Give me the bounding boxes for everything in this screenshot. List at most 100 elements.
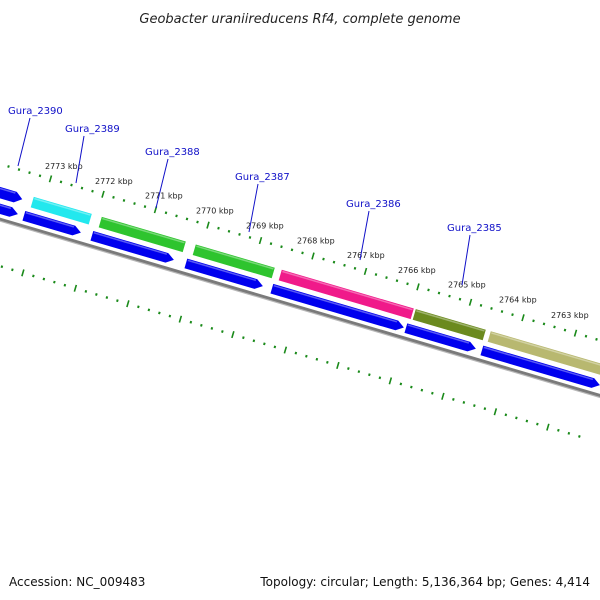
minor-tick [490, 307, 493, 310]
minor-tick [536, 422, 539, 426]
minor-tick [410, 385, 413, 389]
gene-label: Gura_2388 [145, 147, 200, 158]
major-tick [126, 300, 130, 308]
gene-leader-line [155, 158, 169, 209]
minor-tick [175, 214, 178, 218]
major-tick [363, 267, 368, 276]
major-tick [521, 314, 525, 322]
gene-gura-2386-highlight [282, 270, 413, 311]
kbp-label: 2773 kbp [45, 162, 83, 171]
minor-tick [95, 293, 98, 296]
inner-tick-ring [0, 265, 581, 438]
minor-tick [91, 189, 94, 193]
minor-tick [479, 303, 483, 307]
gene-gura-2385-highlight [416, 310, 485, 332]
major-tick [441, 392, 445, 400]
minor-tick [326, 360, 329, 364]
gene-leader-line [461, 234, 471, 286]
minor-tick [448, 294, 451, 298]
major-tick [283, 346, 288, 354]
minor-tick [406, 282, 409, 286]
gene-leader-line [75, 135, 85, 184]
kbp-scale-labels: 2773 kbp 2772 kbp 2771 kbp 2770 kbp 2769 kbp… [45, 162, 589, 320]
minor-tick [483, 407, 487, 411]
reverse-gene-arrow [90, 231, 174, 263]
minor-tick [221, 330, 224, 333]
major-tick [573, 329, 578, 337]
map-title: Geobacter uraniireducens Rf4, complete g… [139, 12, 460, 27]
minor-tick [500, 310, 504, 313]
minor-tick [452, 397, 455, 401]
forward-strand-features [0, 186, 600, 375]
minor-tick [59, 180, 63, 184]
gene-label: Gura_2390 [8, 106, 63, 117]
minor-tick [294, 351, 298, 355]
minor-tick [210, 326, 214, 330]
major-tick [231, 331, 235, 339]
minor-tick [563, 328, 567, 332]
minor-tick [357, 370, 361, 374]
gene-gura-2386 [278, 269, 414, 320]
minor-tick [374, 273, 378, 276]
outer-tick-ring [7, 165, 598, 341]
major-tick [73, 284, 78, 292]
backbone-line [0, 217, 600, 398]
minor-tick [399, 382, 403, 386]
minor-tick [595, 337, 598, 341]
reverse-gene-arrow [270, 283, 404, 331]
minor-tick [578, 435, 581, 438]
minor-tick [116, 299, 119, 303]
minor-tick [80, 186, 84, 190]
minor-tick [353, 266, 357, 270]
major-tick [493, 408, 498, 416]
gene-gura-2387-highlight [196, 245, 274, 270]
reverse-gene-arrow [404, 323, 476, 352]
gene-unlabeled [487, 331, 600, 375]
gene-leader-line [248, 183, 259, 233]
minor-tick [137, 305, 140, 309]
minor-tick [42, 277, 46, 281]
gene-label: Gura_2389 [65, 124, 120, 135]
kbp-label: 2772 kbp [95, 177, 133, 186]
major-tick [101, 190, 105, 198]
reverse-gene-arrow-highlight [273, 284, 398, 323]
kbp-label: 2766 kbp [398, 266, 436, 275]
minor-tick [158, 311, 161, 315]
reverse-gene-arrow [0, 203, 18, 217]
minor-tick [584, 334, 588, 338]
minor-tick [63, 283, 67, 287]
minor-tick [420, 388, 424, 392]
kbp-label: 2764 kbp [499, 296, 537, 305]
minor-tick [32, 274, 35, 278]
reverse-strand-features [0, 203, 600, 388]
minor-tick [395, 279, 399, 283]
major-tick [546, 423, 550, 431]
minor-tick [200, 323, 203, 327]
minor-tick [525, 419, 529, 423]
minor-tick [343, 263, 346, 267]
minor-tick [122, 199, 126, 202]
minor-tick [217, 226, 220, 230]
major-tick [21, 269, 25, 277]
minor-tick [301, 251, 304, 255]
gene-gura-2388 [98, 216, 186, 253]
major-tick [416, 283, 420, 291]
major-tick [468, 298, 473, 306]
minor-tick [7, 165, 10, 168]
kbp-label: 2767 kbp [347, 251, 385, 260]
reverse-gene-arrow-highlight [407, 324, 470, 344]
minor-tick [368, 373, 371, 377]
reverse-gene-arrow-highlight [187, 259, 257, 282]
gene-leader-line [17, 117, 31, 167]
major-tick [336, 361, 340, 370]
minor-tick [38, 174, 42, 178]
minor-tick [263, 342, 266, 346]
minor-tick [252, 339, 256, 343]
gene-gura-2387 [192, 244, 275, 279]
minor-tick [164, 211, 168, 215]
minor-tick [322, 257, 325, 261]
minor-tick [567, 431, 571, 435]
backbone-shadow [0, 220, 600, 399]
